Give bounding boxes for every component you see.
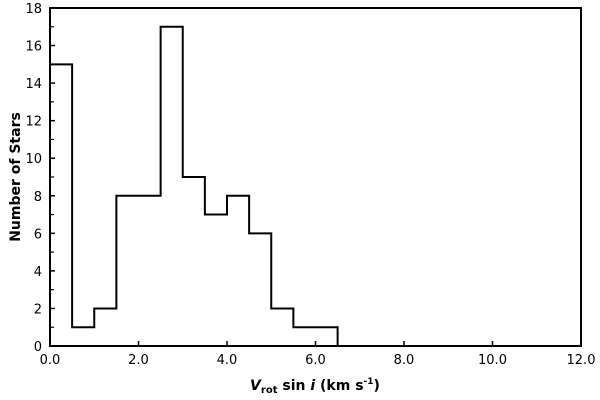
plot-frame	[49, 7, 582, 347]
x-tick-label: 10.0	[478, 353, 507, 368]
x-tick-label: 4.0	[217, 353, 238, 368]
y-axis-title: Number of Stars	[8, 112, 24, 242]
y-tick-label: 0	[34, 340, 42, 355]
histogram-step-line	[50, 25, 581, 347]
x-tick-label: 6.0	[305, 353, 326, 368]
y-tick-label: 8	[34, 190, 42, 205]
x-tick-label: 8.0	[394, 353, 415, 368]
x-tick-label: 12.0	[567, 353, 596, 368]
x-tick-label: 0.0	[40, 353, 61, 368]
y-tick-label: 6	[34, 227, 42, 242]
plot-border	[49, 7, 582, 347]
y-tick-label: 16	[25, 40, 42, 55]
y-tick-label: 14	[25, 77, 42, 92]
x-axis-title: Vrot sin i (km s-1)	[250, 377, 380, 396]
x-tick-label: 2.0	[128, 353, 149, 368]
y-axis-ticks: 0 2 4 6 8 10 12 14 16 18	[25, 2, 55, 355]
x-axis-ticks: 0.0 2.0 4.0 6.0 8.0 10.0 12.0	[40, 341, 596, 368]
y-tick-label: 4	[34, 265, 42, 280]
y-tick-label: 10	[25, 152, 42, 167]
y-tick-label: 12	[25, 115, 42, 130]
y-tick-label: 2	[34, 302, 42, 317]
y-tick-label: 18	[25, 2, 42, 17]
